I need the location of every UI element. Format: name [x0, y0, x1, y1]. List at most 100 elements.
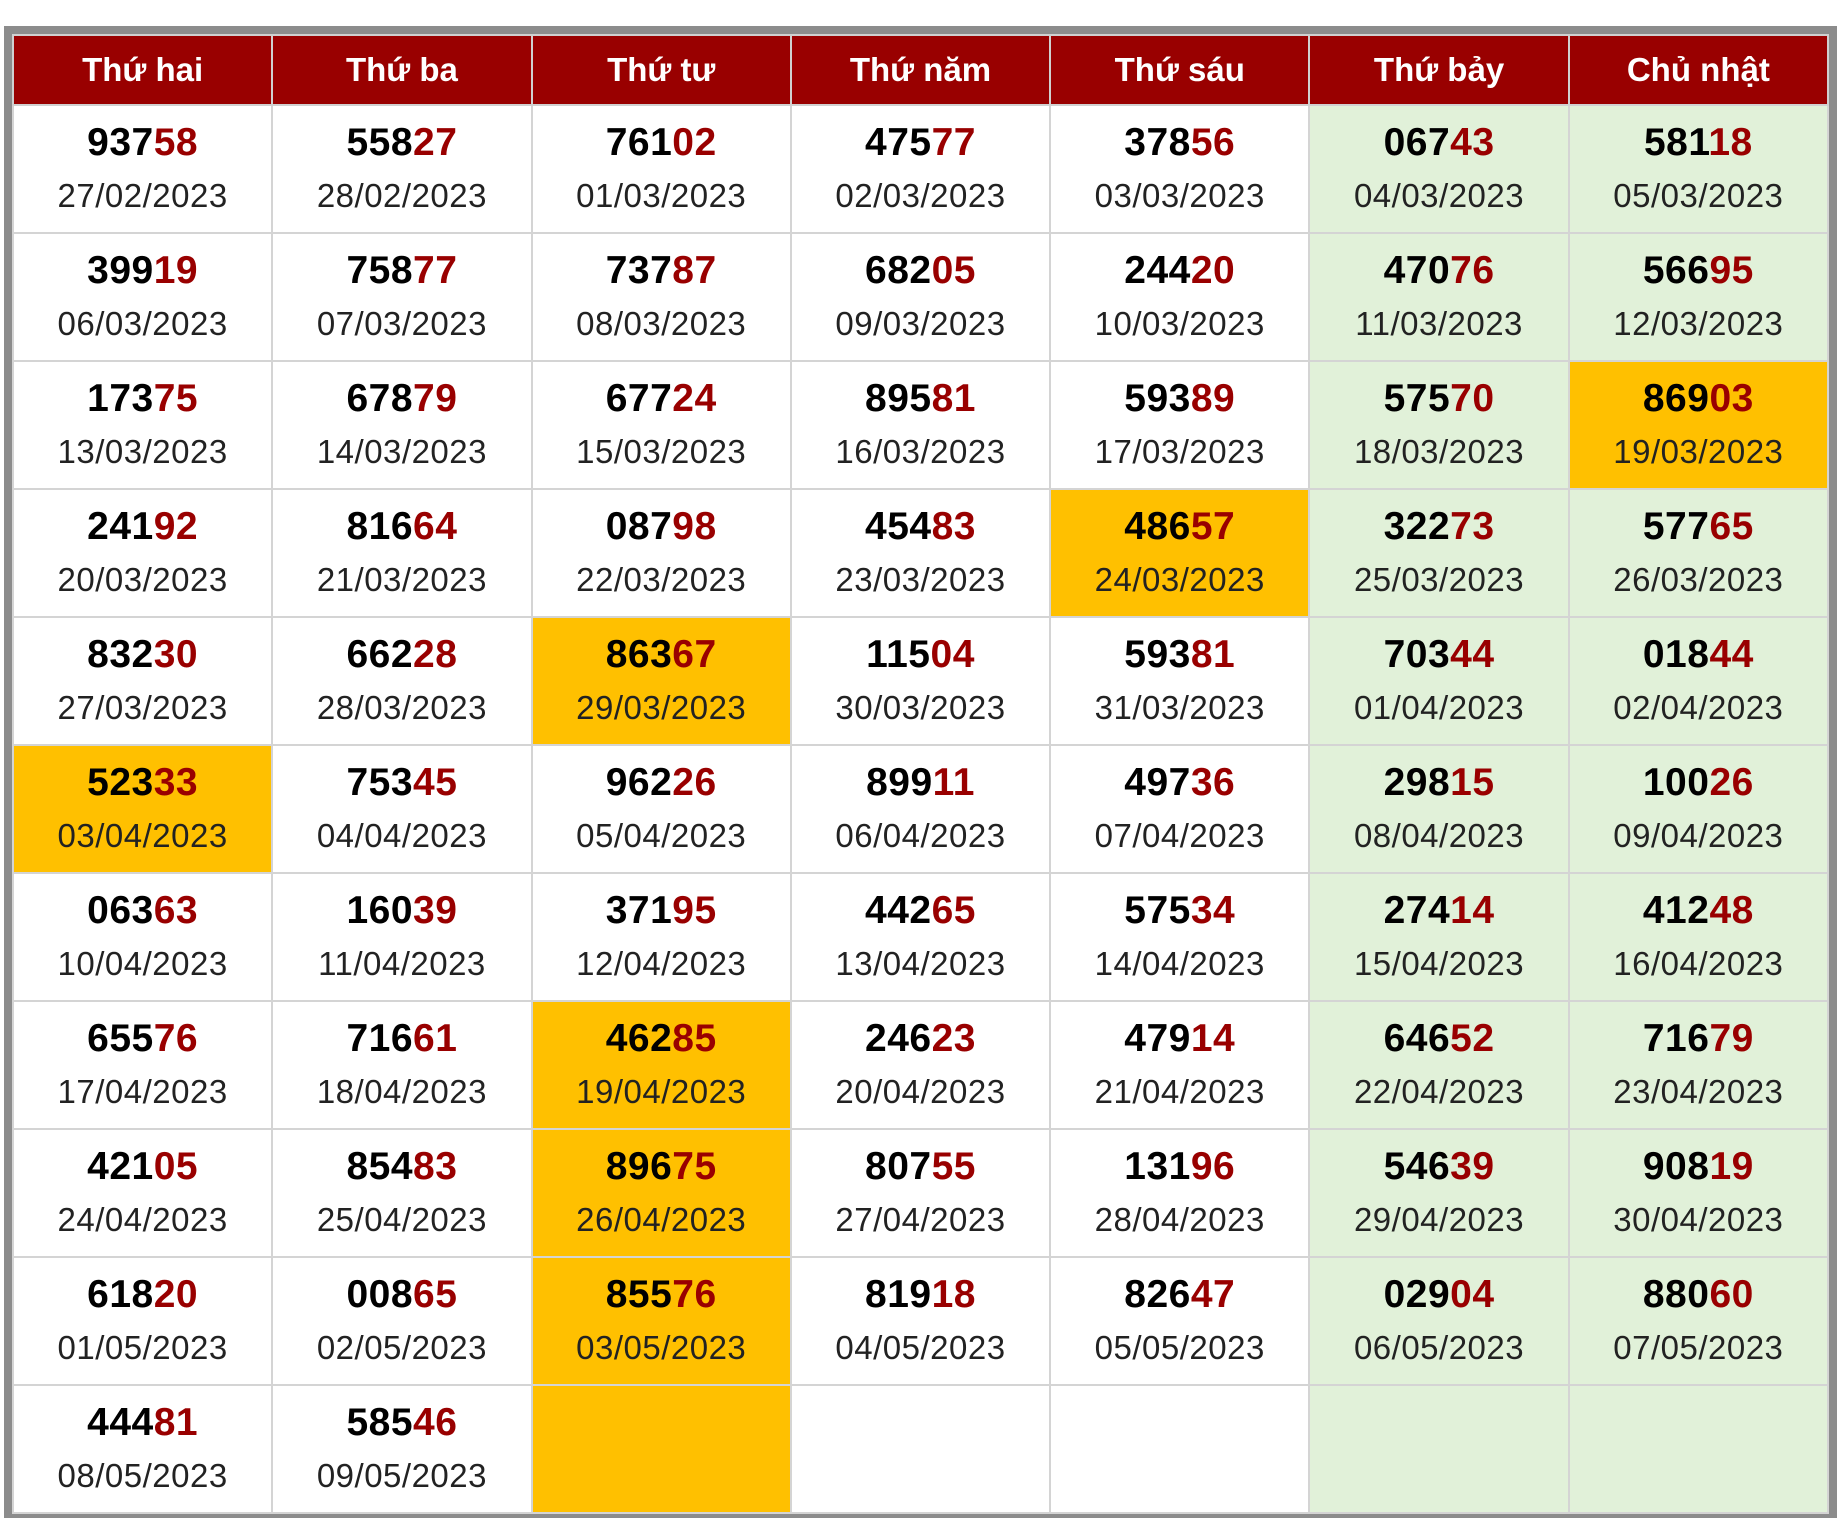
result-number: 39919: [14, 248, 271, 294]
week-row: 83230 27/03/2023 66228 28/03/2023 86367 29/03…: [11, 616, 1830, 746]
result-date: 06/04/2023: [835, 817, 1006, 854]
result-date: 06/05/2023: [1353, 1329, 1525, 1366]
result-date: 18/03/2023: [1353, 433, 1525, 470]
result-date: 12/03/2023: [1613, 305, 1784, 342]
result-number: 57534: [1051, 888, 1308, 934]
result-number: 86903: [1570, 376, 1827, 422]
result-date: 27/03/2023: [57, 689, 228, 726]
result-number: 41248: [1570, 888, 1827, 934]
result-date: 28/02/2023: [316, 177, 487, 214]
result-cell: 71679 23/04/2023: [1567, 1000, 1830, 1130]
result-number: 47914: [1051, 1016, 1308, 1062]
result-cell: 89911 06/04/2023: [789, 744, 1052, 874]
result-number-tail: 89: [1190, 377, 1236, 420]
result-number-tail: 44: [1709, 633, 1754, 676]
result-number-tail: 70: [1450, 377, 1495, 420]
result-cell: 85576 03/05/2023: [530, 1256, 792, 1386]
result-date: 10/04/2023: [57, 945, 228, 982]
result-date: 05/05/2023: [1094, 1329, 1265, 1366]
result-number-tail: 77: [413, 249, 458, 292]
week-row: 65576 17/04/2023 71661 18/04/2023 46285 19/04…: [11, 1000, 1830, 1130]
result-cell: [1567, 1384, 1830, 1514]
result-number: 24420: [1051, 248, 1308, 294]
result-number-tail: 65: [931, 889, 976, 932]
result-number: 58546: [273, 1400, 530, 1446]
result-cell: 57765 26/03/2023: [1567, 488, 1830, 618]
result-number: 68205: [792, 248, 1049, 294]
result-cell: [530, 1384, 792, 1514]
result-cell: 44265 13/04/2023: [789, 872, 1052, 1002]
result-number-tail: 67: [672, 633, 717, 676]
result-cell: 32273 25/03/2023: [1308, 488, 1570, 618]
result-cell: 41248 16/04/2023: [1567, 872, 1830, 1002]
result-number-head: 816: [346, 505, 414, 548]
result-cell: 90819 30/04/2023: [1567, 1128, 1830, 1258]
result-number-tail: 02: [672, 121, 717, 164]
result-date: 05/03/2023: [1613, 177, 1784, 214]
result-number: 93758: [14, 120, 271, 166]
result-cell: 67724 15/03/2023: [530, 360, 792, 490]
result-cell: [789, 1384, 1052, 1514]
result-number-tail: 39: [413, 889, 458, 932]
result-date: 27/04/2023: [835, 1201, 1006, 1238]
result-cell: 68205 09/03/2023: [789, 232, 1052, 362]
result-number-head: 618: [87, 1273, 154, 1316]
result-number-tail: 30: [153, 633, 199, 676]
result-date: 28/04/2023: [1094, 1201, 1265, 1238]
result-date: 11/04/2023: [318, 945, 486, 982]
result-date: 08/03/2023: [576, 305, 747, 342]
result-number: 52333: [14, 760, 271, 806]
result-number-head: 761: [605, 121, 673, 164]
result-number-tail: 96: [1190, 1145, 1236, 1188]
result-cell: 75345 04/04/2023: [271, 744, 533, 874]
result-date: 08/04/2023: [1353, 817, 1525, 854]
result-cell: 73787 08/03/2023: [530, 232, 792, 362]
result-cell: 47076 11/03/2023: [1308, 232, 1570, 362]
result-cell: 08798 22/03/2023: [530, 488, 792, 618]
result-number-tail: 76: [1450, 249, 1495, 292]
result-number-tail: 26: [1709, 761, 1754, 804]
result-cell: 10026 09/04/2023: [1567, 744, 1830, 874]
result-number-tail: 95: [672, 889, 717, 932]
week-row: 42105 24/04/2023 85483 25/04/2023 89675 26/04…: [11, 1128, 1830, 1258]
result-date: 02/04/2023: [1613, 689, 1784, 726]
result-number-head: 895: [865, 377, 932, 420]
result-cell: 54639 29/04/2023: [1308, 1128, 1570, 1258]
result-number-head: 908: [1642, 1145, 1710, 1188]
result-number-head: 585: [346, 1401, 414, 1444]
result-date: 14/03/2023: [316, 433, 487, 470]
result-number-head: 067: [1383, 121, 1451, 164]
result-cell: 37856 03/03/2023: [1049, 104, 1311, 234]
result-cell: 81918 04/05/2023: [789, 1256, 1052, 1386]
result-date: 16/04/2023: [1613, 945, 1784, 982]
result-cell: 59381 31/03/2023: [1049, 616, 1311, 746]
result-cell: 82647 05/05/2023: [1049, 1256, 1311, 1386]
result-date: 01/04/2023: [1353, 689, 1525, 726]
result-number: 86367: [533, 632, 790, 678]
result-cell: [1308, 1384, 1570, 1514]
result-number-tail: 85: [672, 1017, 717, 1060]
result-number: 89581: [792, 376, 1049, 422]
result-number: 06363: [14, 888, 271, 934]
result-cell: 00865 02/05/2023: [271, 1256, 533, 1386]
result-date: 30/04/2023: [1613, 1201, 1784, 1238]
result-number-head: 523: [87, 761, 154, 804]
result-number-head: 298: [1383, 761, 1451, 804]
result-date: 17/04/2023: [57, 1073, 228, 1110]
result-number: 65576: [14, 1016, 271, 1062]
result-number: 83230: [14, 632, 271, 678]
result-number-tail: 24: [672, 377, 717, 420]
result-date: 01/03/2023: [576, 177, 747, 214]
result-cell: 37195 12/04/2023: [530, 872, 792, 1002]
result-number-tail: 76: [153, 1017, 199, 1060]
result-number: 88060: [1570, 1272, 1827, 1318]
result-date: 04/04/2023: [316, 817, 487, 854]
result-number-head: 246: [865, 1017, 932, 1060]
result-number-head: 558: [346, 121, 414, 164]
result-number-head: 869: [1642, 377, 1710, 420]
result-number-head: 371: [605, 889, 673, 932]
result-number: 32273: [1310, 504, 1567, 550]
result-cell: 88060 07/05/2023: [1567, 1256, 1830, 1386]
result-date: 24/03/2023: [1094, 561, 1265, 598]
result-number: 13196: [1051, 1144, 1308, 1190]
